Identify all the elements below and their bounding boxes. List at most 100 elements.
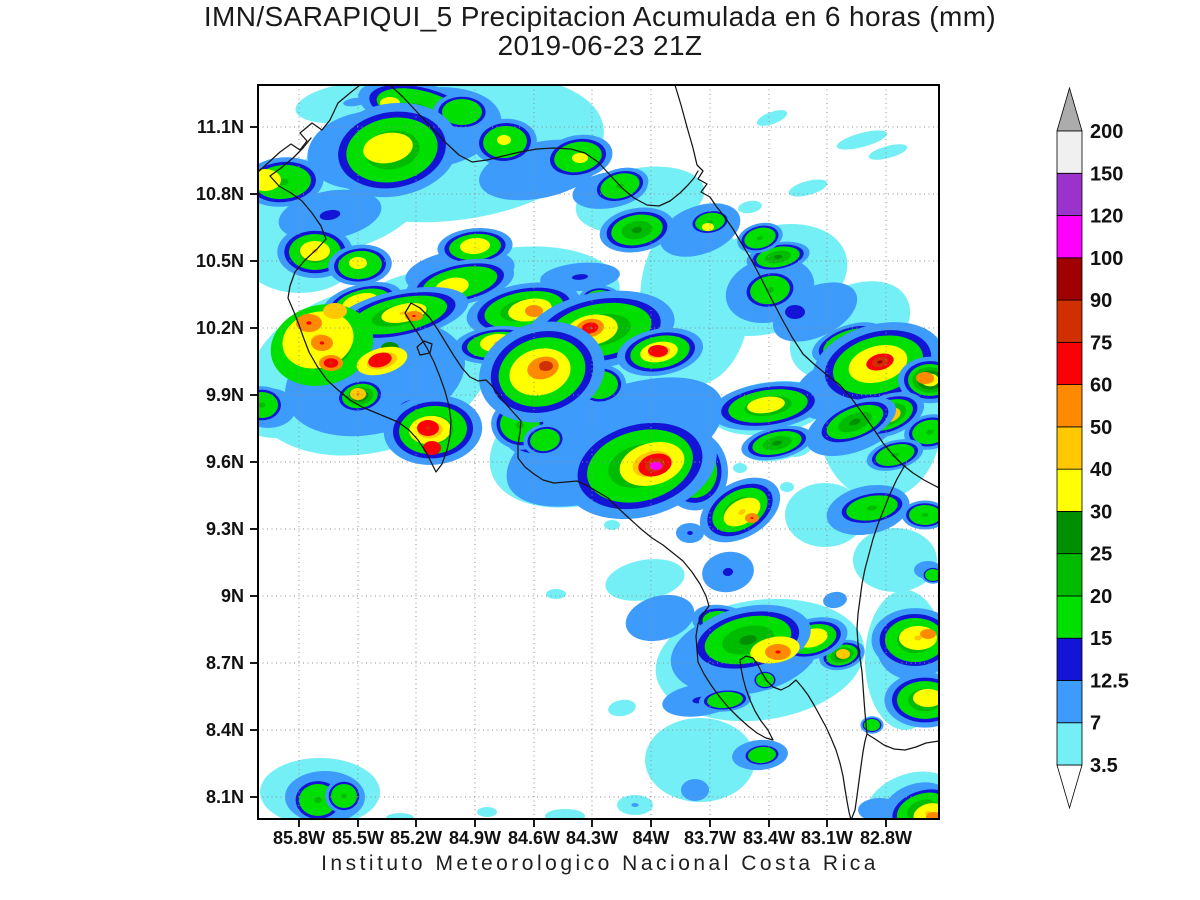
- precip-band: [363, 132, 413, 164]
- precip-band: [323, 303, 347, 319]
- precip-band: [258, 169, 281, 191]
- precip-cell: [546, 589, 566, 599]
- precip-band: [750, 517, 754, 519]
- precip-band: [877, 360, 883, 364]
- precip-cell: [836, 130, 888, 150]
- precip-band: [914, 635, 922, 641]
- precip-cell: [605, 559, 685, 601]
- chart-title-block: IMN/SARAPIQUI_5 Precipitacion Acumulada …: [0, 2, 1200, 60]
- precip-band: [681, 779, 709, 801]
- precip-cell: [608, 699, 636, 717]
- y-tick-label: 8.4N: [206, 720, 244, 740]
- precip-band: [926, 429, 934, 435]
- precip-band: [707, 691, 743, 709]
- precip-band: [516, 421, 524, 429]
- precip-band: [341, 793, 347, 799]
- precip-cell: [785, 305, 805, 319]
- precip-band: [605, 559, 685, 601]
- precip-band: [604, 520, 620, 530]
- colorbar-band: [1056, 130, 1083, 174]
- colorbar-band: [1056, 426, 1083, 470]
- coastline: [416, 340, 433, 356]
- precip-cell: [368, 352, 392, 368]
- chart-subtitle-date: 2019-06-23 21Z: [497, 30, 703, 61]
- precip-cell: [688, 208, 732, 236]
- precip-cell: [788, 179, 828, 197]
- precip-band: [756, 235, 764, 241]
- colorbar-label: 12.5: [1090, 671, 1129, 693]
- precip-band: [926, 812, 939, 819]
- colorbar-overflow-arrow: [1056, 86, 1083, 132]
- precip-cell: [813, 397, 897, 447]
- precip-band: [775, 650, 781, 654]
- precip-cell: [405, 311, 423, 321]
- colorbar-label: 7: [1090, 713, 1101, 735]
- precip-band: [733, 463, 747, 473]
- precip-cell: [386, 813, 414, 819]
- precip-band: [608, 699, 636, 717]
- precip-band: [572, 274, 588, 280]
- colorbar-label: 20: [1090, 586, 1112, 608]
- precip-band: [853, 528, 937, 592]
- precip-band: [258, 402, 266, 408]
- precip-band: [687, 531, 693, 535]
- colorbar-band: [1056, 680, 1083, 724]
- y-tick-label: 10.5N: [196, 251, 244, 271]
- precip-cell: [648, 345, 668, 357]
- precip-cell: [741, 269, 799, 311]
- colorbar-band: [1056, 637, 1083, 681]
- precip-band: [539, 361, 553, 371]
- y-tick-label: 8.1N: [206, 787, 244, 807]
- coastline: [389, 85, 699, 207]
- axis-ticks-and-labels: 85.8W 85.5W 85.2W 84.9W 84.6W 84.3W 84W 83.7W 83…: [196, 117, 912, 848]
- precip-band: [546, 589, 566, 599]
- precip-band: [631, 803, 639, 807]
- x-tick-label: 84W: [632, 828, 669, 848]
- y-tick-label: 8.7N: [206, 653, 244, 673]
- precip-band: [650, 462, 662, 470]
- map-border: [257, 84, 940, 820]
- precip-cell: [737, 222, 783, 254]
- precip-band: [328, 361, 334, 365]
- precip-cell: [904, 414, 939, 450]
- precip-band: [925, 569, 939, 581]
- precip-band: [780, 482, 794, 492]
- precip-band: [545, 809, 585, 819]
- precip-band: [747, 396, 785, 414]
- colorbar-band: [1056, 384, 1083, 428]
- precip-cell: [853, 528, 937, 592]
- precip-cell: [741, 743, 783, 767]
- precip-cell: [599, 207, 675, 253]
- precip-cell: [913, 689, 939, 707]
- precip-band: [258, 392, 278, 418]
- precip-cell: [698, 688, 752, 712]
- x-tick-label: 85.2W: [390, 828, 442, 848]
- precip-band: [772, 440, 782, 446]
- precip-cell: [319, 355, 343, 371]
- precip-band: [477, 807, 497, 817]
- map-frame: [257, 84, 940, 820]
- precip-cell: [756, 110, 788, 126]
- y-tick-label: 9N: [221, 586, 244, 606]
- colorbar-band: [1056, 172, 1083, 216]
- precip-band: [866, 505, 878, 511]
- precip-band: [306, 321, 312, 325]
- colorbar-label: 90: [1090, 290, 1112, 312]
- precip-cell: [350, 388, 366, 400]
- colorbar-band: [1056, 299, 1083, 343]
- precip-cell: [920, 629, 936, 639]
- precip-band: [460, 237, 490, 255]
- precip-cell: [625, 594, 695, 642]
- precip-band: [864, 719, 880, 731]
- precip-cell: [866, 353, 894, 371]
- x-tick-label: 84.9W: [449, 828, 501, 848]
- precip-cell: [258, 169, 281, 191]
- precip-cell: [363, 132, 413, 164]
- precip-cell: [685, 604, 811, 676]
- precip-cell: [325, 778, 363, 814]
- precip-band: [645, 718, 755, 802]
- lat-lon-gridlines: [258, 85, 939, 819]
- colorbar-label: 200: [1090, 121, 1123, 143]
- precip-shaded-contours: [258, 85, 939, 819]
